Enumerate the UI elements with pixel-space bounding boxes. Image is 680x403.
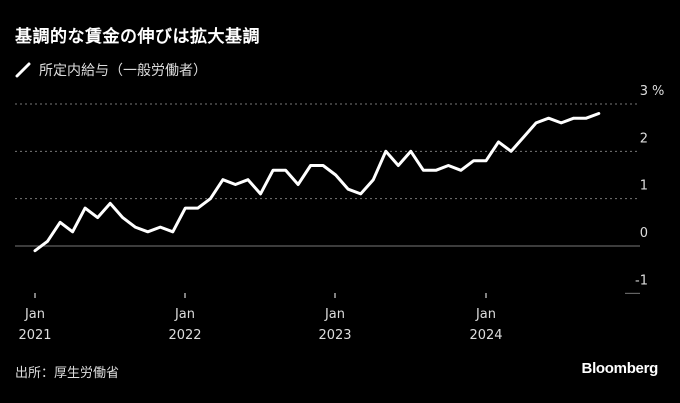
- x-tick-label-month: Jan: [475, 307, 496, 322]
- y-unit-label: %: [652, 84, 664, 99]
- x-tick-label-year: 2022: [168, 328, 201, 343]
- x-tick-label-month: Jan: [24, 307, 45, 322]
- chart-title: 基調的な賃金の伸びは拡大基調: [15, 27, 260, 47]
- legend: 所定内給与（一般労働者）: [15, 60, 207, 80]
- y-tick-label: 1: [640, 179, 648, 194]
- x-tick-label-month: Jan: [324, 307, 345, 322]
- y-tick-label: 3: [640, 84, 648, 99]
- source-note: 出所：厚生労働省: [15, 366, 120, 381]
- x-tick-label-year: 2024: [469, 328, 502, 343]
- x-tick-label-month: Jan: [174, 307, 195, 322]
- y-tick-label: 2: [640, 131, 648, 146]
- y-tick-label: -1: [635, 273, 648, 288]
- x-tick-label-year: 2023: [318, 328, 351, 343]
- series-line: [33, 112, 601, 253]
- x-tick-label-year: 2021: [18, 328, 51, 343]
- brand-logo: Bloomberg: [581, 360, 659, 377]
- legend-swatch: [15, 62, 31, 78]
- legend-label: 所定内給与（一般労働者）: [39, 63, 207, 79]
- y-tick-label: 0: [640, 226, 648, 241]
